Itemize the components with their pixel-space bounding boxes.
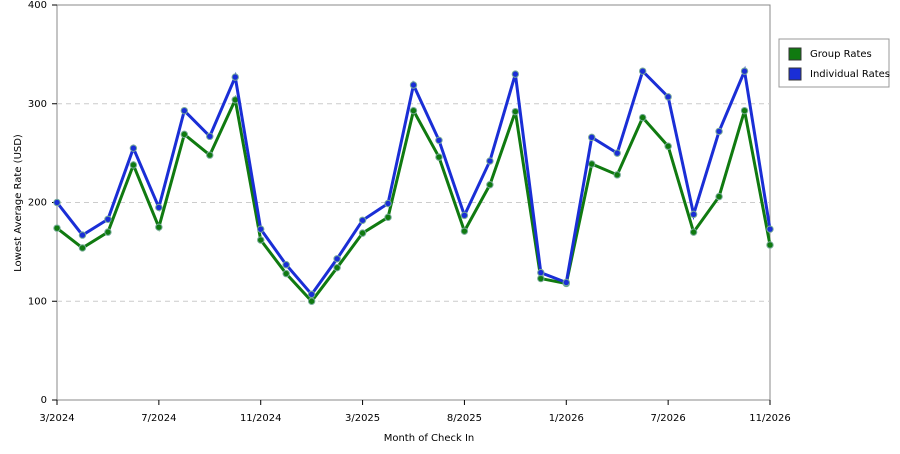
data-point (486, 181, 494, 189)
data-point (78, 244, 87, 252)
legend-swatch (788, 47, 802, 61)
data-point (53, 198, 61, 207)
data-point (180, 106, 189, 115)
x-tick-label: 3/2024 (39, 413, 74, 424)
y-tick-label: 100 (28, 296, 47, 307)
data-point (613, 171, 621, 179)
y-tick-label: 300 (28, 99, 47, 110)
data-point (689, 228, 698, 236)
legend-label: Individual Rates (810, 69, 890, 80)
data-point (384, 199, 392, 208)
y-tick-label: 400 (28, 0, 47, 11)
data-point (257, 236, 265, 244)
data-point (104, 228, 112, 236)
x-axis-label: Month of Check In (384, 433, 475, 444)
data-point (435, 153, 443, 161)
x-tick-label: 7/2024 (141, 413, 176, 424)
x-tick-label: 8/2025 (447, 413, 482, 424)
data-point (78, 231, 87, 239)
data-point (460, 211, 469, 220)
data-point (307, 290, 316, 299)
data-point (129, 144, 138, 152)
data-point (766, 241, 774, 249)
series-line (56, 94, 772, 304)
data-point (740, 67, 749, 75)
data-point (511, 107, 520, 116)
data-point (766, 225, 774, 233)
x-tick-label: 3/2025 (345, 413, 380, 424)
data-point (715, 192, 723, 201)
data-point (664, 93, 672, 101)
data-point (129, 161, 138, 169)
data-point (588, 133, 596, 142)
data-point (613, 149, 621, 157)
data-point (638, 67, 647, 75)
data-point (155, 203, 163, 212)
data-point (155, 223, 163, 231)
legend-swatch (788, 67, 802, 81)
data-point (511, 70, 520, 78)
data-point (486, 157, 494, 165)
data-point (740, 106, 749, 115)
data-point (689, 210, 698, 219)
data-point (333, 263, 341, 272)
data-point (638, 113, 647, 122)
data-point (715, 127, 723, 136)
x-tick-label: 11/2024 (240, 413, 282, 424)
y-tick-label: 0 (41, 395, 47, 406)
data-point (664, 142, 672, 150)
data-point (409, 81, 418, 89)
data-point (53, 224, 61, 232)
data-point (435, 136, 443, 144)
data-point (460, 227, 469, 235)
data-point (104, 215, 112, 223)
data-point (562, 278, 570, 287)
legend-label: Group Rates (810, 49, 872, 60)
data-point (307, 297, 316, 305)
data-point (409, 106, 418, 115)
data-point (537, 268, 545, 277)
data-point (358, 229, 367, 237)
data-point (588, 160, 596, 168)
data-point (358, 216, 367, 224)
data-point (384, 213, 392, 222)
y-tick-label: 200 (28, 198, 47, 209)
data-point (282, 269, 290, 278)
x-tick-label: 11/2026 (749, 413, 791, 424)
data-point (206, 151, 214, 159)
x-tick-label: 7/2026 (651, 413, 686, 424)
data-point (231, 73, 239, 81)
data-point (206, 132, 214, 141)
data-point (282, 261, 290, 269)
series-line (55, 65, 772, 297)
data-point (180, 130, 189, 139)
data-point (257, 225, 265, 233)
y-axis-label: Lowest Average Rate (USD) (13, 134, 24, 272)
data-point (333, 255, 341, 263)
x-tick-label: 1/2026 (549, 413, 584, 424)
